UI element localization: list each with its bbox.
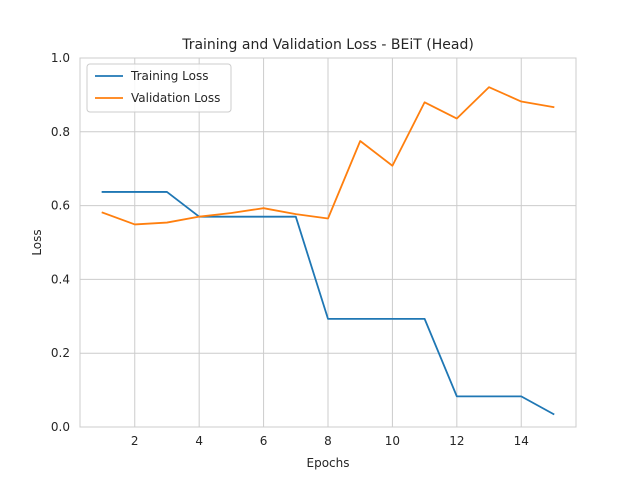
series-line-1 [101, 86, 555, 226]
y-tick-label: 1.0 [51, 51, 70, 65]
x-tick-label: 8 [324, 434, 332, 448]
x-tick-label: 4 [195, 434, 203, 448]
y-tick-label: 0.0 [51, 420, 70, 434]
x-tick-label: 10 [385, 434, 400, 448]
series-layer [101, 86, 555, 416]
y-tick-label: 0.6 [51, 199, 70, 213]
x-tick-label: 14 [514, 434, 529, 448]
y-tick-label: 0.8 [51, 125, 70, 139]
y-tick-label: 0.2 [51, 346, 70, 360]
x-tick-label: 2 [131, 434, 139, 448]
y-tick-labels: 0.0 0.2 0.4 0.6 0.8 1.0 [51, 51, 70, 434]
y-tick-label: 0.4 [51, 272, 70, 286]
legend: Training Loss Validation Loss [86, 63, 232, 113]
chart-title: Training and Validation Loss - BEiT (Hea… [181, 37, 474, 53]
y-axis-label: Loss [30, 229, 44, 255]
plot-frame [79, 57, 577, 428]
x-axis-label: Epochs [307, 456, 350, 470]
x-tick-label: 12 [449, 434, 464, 448]
series-line-0 [101, 191, 555, 416]
legend-label-1: Validation Loss [131, 91, 220, 105]
x-tick-label: 6 [260, 434, 268, 448]
x-tick-labels: 2 4 6 8 10 12 14 [131, 434, 529, 448]
legend-label-0: Training Loss [130, 69, 208, 83]
